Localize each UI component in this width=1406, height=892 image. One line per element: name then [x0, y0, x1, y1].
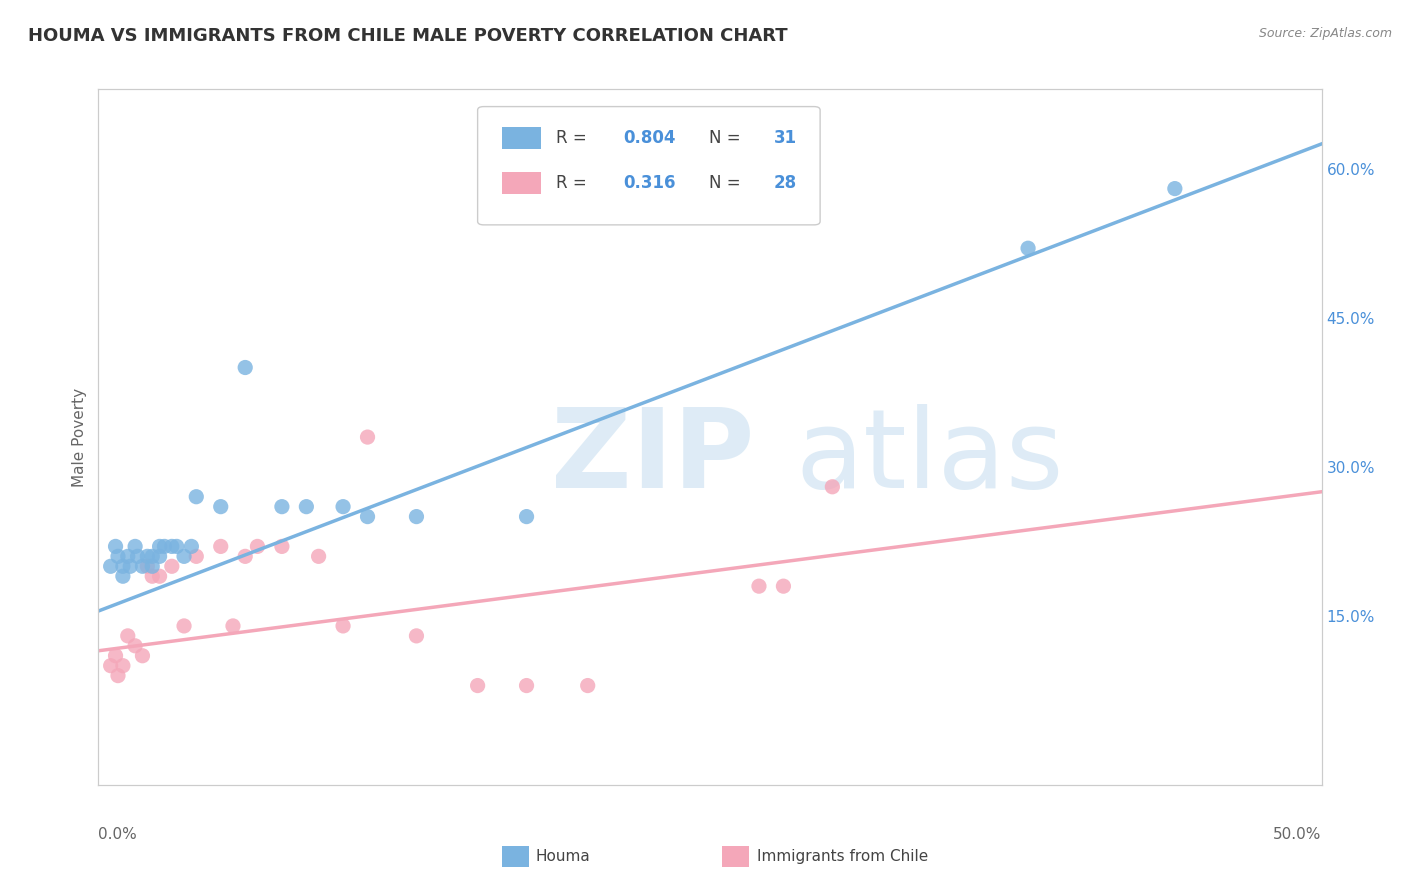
Point: [308, 549, 330, 564]
Point: [270, 500, 294, 514]
Point: [233, 549, 256, 564]
FancyBboxPatch shape: [502, 172, 541, 194]
FancyBboxPatch shape: [723, 847, 749, 867]
Point: [136, 559, 159, 574]
Point: [120, 559, 142, 574]
Point: [107, 668, 129, 682]
Point: [160, 559, 183, 574]
FancyBboxPatch shape: [478, 106, 820, 225]
Point: [149, 540, 172, 554]
Point: [141, 559, 163, 574]
Point: [405, 629, 427, 643]
Text: 31: 31: [773, 129, 797, 147]
Text: 50.0%: 50.0%: [1274, 827, 1322, 842]
Point: [117, 629, 139, 643]
Point: [332, 500, 354, 514]
Point: [246, 540, 269, 554]
Point: [467, 679, 489, 693]
Point: [209, 500, 232, 514]
Point: [124, 540, 146, 554]
Text: N =: N =: [709, 174, 741, 192]
Point: [515, 509, 537, 524]
Point: [405, 509, 427, 524]
Point: [111, 658, 134, 673]
Text: R =: R =: [555, 174, 586, 192]
Point: [141, 569, 163, 583]
FancyBboxPatch shape: [502, 847, 529, 867]
Text: 28: 28: [773, 174, 797, 192]
Point: [233, 360, 256, 375]
Point: [166, 540, 188, 554]
Text: 0.316: 0.316: [623, 174, 676, 192]
Point: [180, 540, 202, 554]
Point: [222, 619, 245, 633]
Point: [131, 648, 153, 663]
Point: [356, 509, 378, 524]
Point: [821, 480, 844, 494]
Text: 0.0%: 0.0%: [98, 827, 138, 842]
Point: [576, 679, 599, 693]
Point: [186, 490, 208, 504]
Y-axis label: Male Poverty: Male Poverty: [72, 387, 87, 487]
Point: [100, 559, 122, 574]
Point: [1017, 241, 1039, 255]
Point: [173, 549, 195, 564]
Point: [186, 549, 208, 564]
Point: [1164, 181, 1187, 195]
Point: [332, 619, 354, 633]
Point: [173, 619, 195, 633]
Point: [100, 658, 122, 673]
Point: [124, 639, 146, 653]
Point: [104, 648, 127, 663]
Text: R =: R =: [555, 129, 586, 147]
Point: [131, 559, 153, 574]
Point: [104, 540, 127, 554]
Point: [117, 549, 139, 564]
Point: [136, 549, 159, 564]
Point: [141, 549, 163, 564]
Point: [295, 500, 318, 514]
Point: [515, 679, 537, 693]
Point: [748, 579, 770, 593]
Point: [149, 549, 172, 564]
Point: [111, 569, 134, 583]
Point: [153, 540, 176, 554]
Text: 0.804: 0.804: [623, 129, 676, 147]
Text: Houma: Houma: [536, 849, 591, 864]
Text: atlas: atlas: [796, 404, 1064, 511]
Text: N =: N =: [709, 129, 741, 147]
Point: [127, 549, 149, 564]
Text: ZIP: ZIP: [551, 404, 755, 511]
FancyBboxPatch shape: [502, 127, 541, 149]
Text: Immigrants from Chile: Immigrants from Chile: [756, 849, 928, 864]
Point: [149, 569, 172, 583]
Point: [107, 549, 129, 564]
Point: [209, 540, 232, 554]
Point: [160, 540, 183, 554]
Text: HOUMA VS IMMIGRANTS FROM CHILE MALE POVERTY CORRELATION CHART: HOUMA VS IMMIGRANTS FROM CHILE MALE POVE…: [28, 27, 787, 45]
Point: [111, 559, 134, 574]
Point: [772, 579, 794, 593]
Text: Source: ZipAtlas.com: Source: ZipAtlas.com: [1258, 27, 1392, 40]
Point: [270, 540, 294, 554]
Point: [356, 430, 378, 444]
